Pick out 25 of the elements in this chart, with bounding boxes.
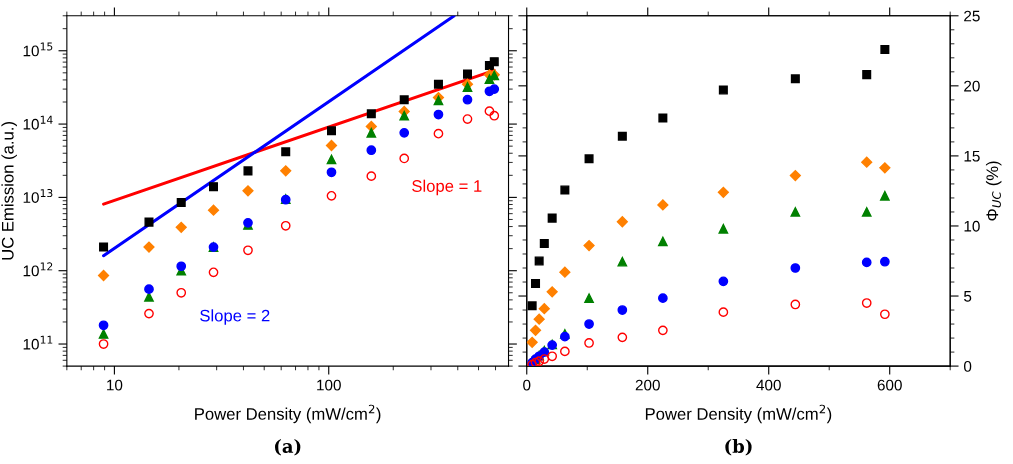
text: (a) — [275, 439, 301, 456]
annotation: Slope = 2 — [200, 309, 270, 325]
x-tick-label: 200 — [635, 379, 660, 391]
y-tick-label: 10$^{15}$ — [23, 42, 53, 57]
y2-tick-label: 10 — [964, 220, 980, 232]
x-axis-title: Power Density (mW/cm$^{2}$) — [195, 404, 381, 424]
x-tick-label: 0 — [523, 379, 531, 391]
y2-tick-label: 5 — [964, 291, 972, 302]
y-tick-label: 10$^{14}$ — [23, 115, 53, 130]
y-tick-label: 10$^{11}$ — [23, 335, 53, 350]
annotation: Slope = 1 — [412, 179, 482, 196]
y2-tick-label: 20 — [964, 80, 980, 92]
y-tick-label: 10$^{12}$ — [23, 262, 53, 277]
x-tick-label: 100 — [317, 379, 341, 391]
x-tick-label: 400 — [756, 379, 781, 391]
y2-tick-label: 15 — [964, 150, 980, 162]
y-axis-title: UC Emission (a.u.) — [1, 122, 17, 260]
y2-tick-label: 0 — [963, 360, 972, 372]
x-axis-title: Power Density (mW/cm$^{2}$) — [645, 404, 832, 424]
y2-axis-title: Φ$_{UC}$ (%) — [985, 161, 1002, 221]
y2-tick-label: 25 — [964, 10, 980, 22]
y-tick-label: 10$^{13}$ — [23, 189, 53, 203]
text: (b) — [725, 439, 752, 456]
x-tick-label: 10 — [107, 379, 123, 391]
x-tick-label: 600 — [877, 379, 902, 391]
